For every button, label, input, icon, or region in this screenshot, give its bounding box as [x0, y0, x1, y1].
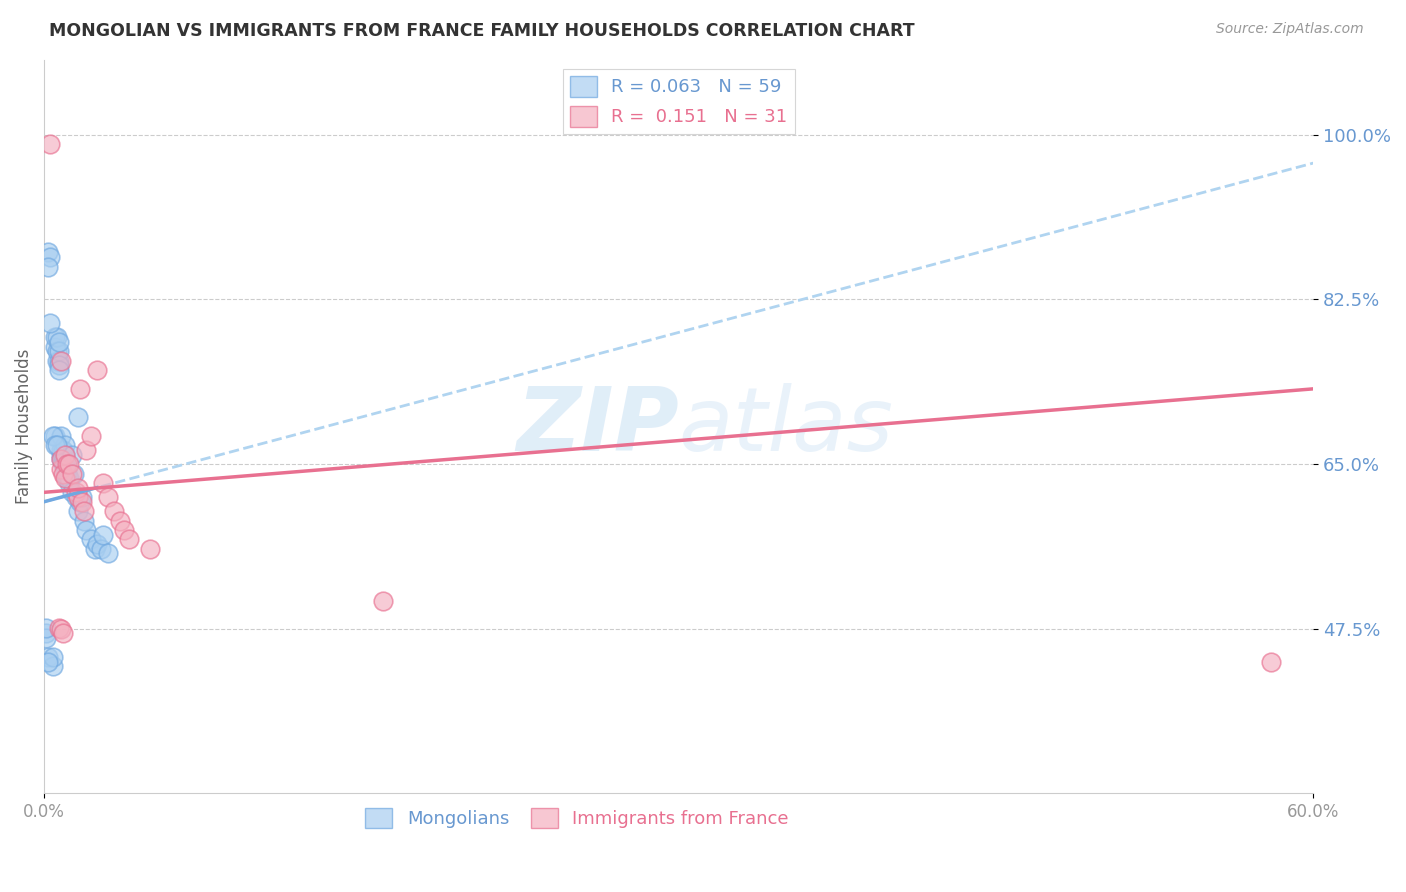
Point: [53, 457, 76, 471]
Point: [110, 514, 132, 528]
Point: [90, 541, 112, 556]
Point: [44, 330, 66, 344]
Point: [91, 527, 114, 541]
Point: [60, 448, 83, 462]
Point: [48, 363, 70, 377]
Point: [56, 462, 79, 476]
Point: [44, 429, 66, 443]
Point: [97, 490, 120, 504]
Point: [53, 471, 76, 485]
Point: [35, 626, 58, 640]
Point: [86, 537, 108, 551]
Point: [48, 334, 70, 349]
Point: [49, 452, 72, 467]
Point: [39, 316, 62, 330]
Point: [70, 494, 93, 508]
Point: [41, 659, 63, 673]
Point: [37, 260, 59, 274]
Point: [49, 353, 72, 368]
Point: [65, 490, 87, 504]
Point: [62, 467, 84, 481]
Point: [41, 429, 63, 443]
Point: [139, 541, 162, 556]
Point: [56, 467, 79, 481]
Point: [73, 504, 96, 518]
Point: [35, 621, 58, 635]
Point: [60, 467, 83, 481]
Point: [53, 452, 76, 467]
Point: [58, 475, 80, 490]
Y-axis label: Family Households: Family Households: [15, 349, 32, 504]
Point: [35, 631, 58, 645]
Point: [52, 442, 75, 457]
Point: [97, 546, 120, 560]
Point: [52, 452, 75, 467]
Point: [48, 344, 70, 359]
Point: [53, 448, 76, 462]
Point: [103, 504, 125, 518]
Point: [53, 438, 76, 452]
Point: [45, 344, 67, 359]
Point: [56, 457, 79, 471]
Point: [73, 514, 96, 528]
Point: [49, 462, 72, 476]
Point: [75, 442, 97, 457]
Point: [1260, 655, 1282, 669]
Point: [79, 533, 101, 547]
Point: [58, 471, 80, 485]
Point: [39, 137, 62, 152]
Point: [45, 330, 67, 344]
Point: [79, 429, 101, 443]
Point: [37, 245, 59, 260]
Point: [66, 490, 89, 504]
Point: [58, 457, 80, 471]
Point: [49, 622, 72, 636]
Point: [114, 523, 136, 537]
Point: [52, 448, 75, 462]
Point: [60, 485, 83, 500]
Point: [49, 442, 72, 457]
Point: [91, 475, 114, 490]
Point: [56, 471, 79, 485]
Point: [69, 494, 91, 508]
Point: [66, 481, 89, 495]
Point: [45, 438, 67, 452]
Point: [52, 467, 75, 481]
Point: [37, 649, 59, 664]
Point: [48, 621, 70, 635]
Point: [44, 438, 66, 452]
Point: [65, 485, 87, 500]
Legend: Mongolians, Immigrants from France: Mongolians, Immigrants from France: [359, 800, 796, 836]
Point: [41, 649, 63, 664]
Point: [53, 467, 76, 481]
Point: [37, 655, 59, 669]
Point: [66, 410, 89, 425]
Text: Source: ZipAtlas.com: Source: ZipAtlas.com: [1216, 22, 1364, 37]
Point: [118, 533, 141, 547]
Point: [86, 363, 108, 377]
Point: [52, 457, 75, 471]
Point: [48, 353, 70, 368]
Point: [83, 541, 105, 556]
Point: [66, 504, 89, 518]
Point: [48, 359, 70, 373]
Point: [52, 626, 75, 640]
Point: [39, 250, 62, 264]
Point: [49, 429, 72, 443]
Point: [69, 382, 91, 396]
Text: MONGOLIAN VS IMMIGRANTS FROM FRANCE FAMILY HOUSEHOLDS CORRELATION CHART: MONGOLIAN VS IMMIGRANTS FROM FRANCE FAMI…: [49, 22, 915, 40]
Point: [49, 452, 72, 467]
Point: [45, 353, 67, 368]
Point: [49, 448, 72, 462]
Point: [371, 593, 394, 607]
Point: [75, 523, 97, 537]
Text: atlas: atlas: [679, 384, 894, 469]
Point: [70, 490, 93, 504]
Point: [53, 448, 76, 462]
Point: [44, 339, 66, 353]
Text: ZIP: ZIP: [516, 383, 679, 470]
